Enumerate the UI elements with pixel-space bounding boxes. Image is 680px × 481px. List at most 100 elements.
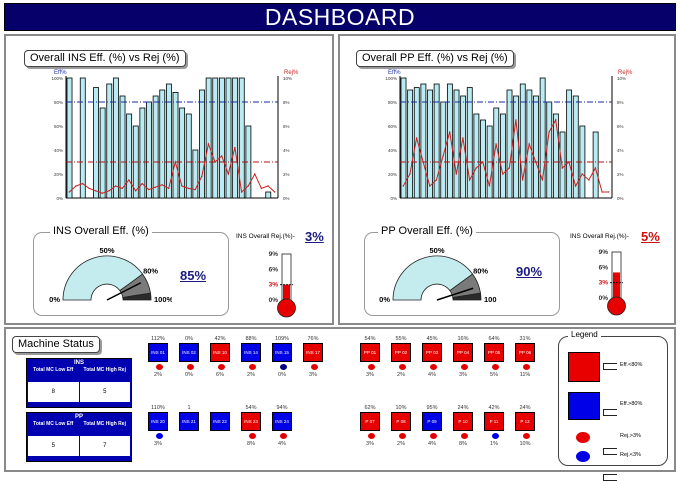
pp-machine-box[interactable]: P 08: [391, 412, 411, 431]
pp-machine-box[interactable]: P 11: [484, 412, 504, 431]
pp-machine-box[interactable]: P 09: [422, 412, 442, 431]
pp-rej-dot: [367, 364, 375, 370]
pp-machine-tile[interactable]: 62% P 07 3%: [360, 405, 382, 448]
ins-machine-box[interactable]: INS 17: [303, 343, 323, 362]
pp-machine-box[interactable]: PP 03: [422, 343, 442, 362]
legend-arrow-icon: [603, 448, 617, 455]
ins-machine-tile[interactable]: 110% INS 20 3%: [148, 405, 170, 448]
pp-machine-tile[interactable]: 54% PP 01 3%: [360, 336, 382, 379]
thermo-scale-label: 9%: [269, 251, 279, 258]
ins-machine-eff: 112%: [151, 336, 165, 342]
ins-machine-rej: [210, 441, 230, 448]
tick-label-left: 60%: [54, 124, 63, 129]
tick-label-right: 10%: [617, 76, 626, 81]
rej-point: [462, 137, 464, 139]
rej-point: [260, 187, 263, 190]
ins-machine-tile[interactable]: 112% INS 01 2%: [148, 336, 170, 379]
pp-machine-tile[interactable]: 64% PP 05 5%: [484, 336, 506, 379]
ins-machine-box[interactable]: INS 20: [148, 412, 168, 431]
pp-machine-box[interactable]: PP 01: [360, 343, 380, 362]
eff-bar: [225, 77, 232, 199]
rej-point: [495, 143, 497, 145]
ins-col-low-eff: Total MC Low Eff: [33, 367, 74, 373]
pp-machine-tile[interactable]: 42% P 11 1%: [484, 405, 506, 448]
rej-point: [128, 179, 130, 181]
ins-machine-box[interactable]: INS 02: [179, 343, 199, 362]
pp-machine-box[interactable]: PP 05: [484, 343, 504, 362]
pp-machine-tile[interactable]: 10% P 08 2%: [391, 405, 413, 448]
pp-machine-tile[interactable]: 55% PP 02 2%: [391, 336, 413, 379]
ins-machine-tile[interactable]: 54% INS 23 8%: [241, 405, 263, 448]
ins-machine-box[interactable]: INS 23: [241, 412, 261, 431]
pp-machine-tile[interactable]: 24% P 12 10%: [515, 405, 537, 448]
ins-machine-box[interactable]: INS 24: [272, 412, 292, 431]
gauge-band-top: [122, 292, 152, 301]
pp-machine-eff: 54%: [364, 336, 376, 342]
pp-machine-box[interactable]: P 10: [453, 412, 473, 431]
pp-machine-box[interactable]: P 12: [515, 412, 535, 431]
ins-machine-tile[interactable]: 109% INS 15 0%: [272, 336, 294, 379]
pp-machine-tile[interactable]: 24% P 10 8%: [453, 405, 475, 448]
eff-bar: [199, 89, 205, 199]
ins-machine-box[interactable]: INS 10: [210, 343, 230, 362]
tick-label-right: 8%: [283, 100, 290, 105]
pp-machine-rej: 4%: [428, 441, 436, 447]
ins-machine-tile[interactable]: 42% INS 10 6%: [210, 336, 232, 379]
pp-machine-box[interactable]: P 07: [360, 412, 380, 431]
eff-bar: [427, 89, 433, 199]
rej-point: [227, 173, 230, 175]
rej-point: [475, 167, 477, 169]
pp-machine-box[interactable]: PP 04: [453, 343, 473, 362]
gauge-scale-label: 80%: [473, 267, 488, 276]
rej-point: [468, 179, 471, 181]
rej-point: [561, 167, 564, 169]
ins-eff-rej-chart: Eff% Rej% 100% 80% 60% 40% 20% 0% 10% 8% 6% 4% 2% 0%: [51, 70, 299, 201]
pp-machine-tile[interactable]: 95% P 09 4%: [422, 405, 444, 448]
rej-point: [554, 119, 557, 121]
ins-machine-tile[interactable]: 88% INS 14 2%: [241, 336, 263, 379]
ins-machine-tile[interactable]: 0% INS 02 0%: [179, 336, 201, 379]
ins-machine-rej: 6%: [216, 372, 224, 378]
pp-rej-dot: [429, 433, 437, 439]
rej-point: [574, 185, 577, 187]
ins-machine-tile[interactable]: INS 22: [210, 405, 232, 448]
ins-machine-tile[interactable]: 76% INS 17 3%: [303, 336, 325, 379]
eff-bar: [99, 107, 106, 199]
rej-point: [541, 179, 544, 181]
ins-machine-tile[interactable]: 1 INS 21: [179, 405, 201, 448]
ins-table-header: INS: [73, 360, 84, 366]
pp-chart-title: Overall PP Eff. (%) vs Rej (%): [356, 50, 514, 67]
pp-machine-box[interactable]: PP 02: [391, 343, 411, 362]
pp-machine-tile[interactable]: 45% PP 03 4%: [422, 336, 444, 379]
page-title: DASHBOARD: [264, 4, 416, 30]
pp-machine-rej: 2%: [397, 441, 405, 447]
pp-machine-eff: 16%: [457, 336, 469, 342]
ins-machine-box[interactable]: INS 01: [148, 343, 168, 362]
gauge-needle: [436, 287, 474, 301]
eff-bar: [446, 83, 453, 199]
pp-machine-tile[interactable]: 16% PP 04 3%: [453, 336, 475, 379]
tick-label-left: 80%: [54, 100, 63, 105]
eff-bar: [139, 107, 146, 199]
ins-machine-box[interactable]: INS 22: [210, 412, 230, 431]
pp-machine-box[interactable]: PP 06: [515, 343, 535, 362]
ins-machine-rej: 3%: [309, 372, 317, 378]
legend-rej-low: Rej.<3%: [620, 452, 641, 458]
ins-machine-box[interactable]: INS 14: [241, 343, 261, 362]
pp-machine-rej: 3%: [366, 441, 374, 447]
ins-machine-box[interactable]: INS 21: [179, 412, 199, 431]
pp-machine-eff: 24%: [519, 405, 531, 411]
pp-machine-eff: 95%: [426, 405, 438, 411]
ins-gauge-title: INS Overall Eff. (%): [50, 225, 152, 237]
rej-point: [429, 185, 431, 187]
ins-rej-dot: [155, 433, 163, 439]
ins-machine-grid: 112% INS 01 2% 0% INS 02 0% 42% INS 10 6% 88% INS …: [148, 336, 328, 466]
legend-red-swatch: [568, 352, 600, 382]
ins-machine-rej: 2%: [154, 372, 162, 378]
ins-machine-eff: 76%: [307, 336, 319, 342]
eff-bar: [172, 91, 179, 199]
rej-point: [121, 187, 124, 190]
ins-machine-tile[interactable]: 94% INS 24 4%: [272, 405, 294, 448]
ins-machine-box[interactable]: INS 15: [272, 343, 292, 362]
pp-machine-tile[interactable]: 31% PP 06 11%: [515, 336, 537, 379]
